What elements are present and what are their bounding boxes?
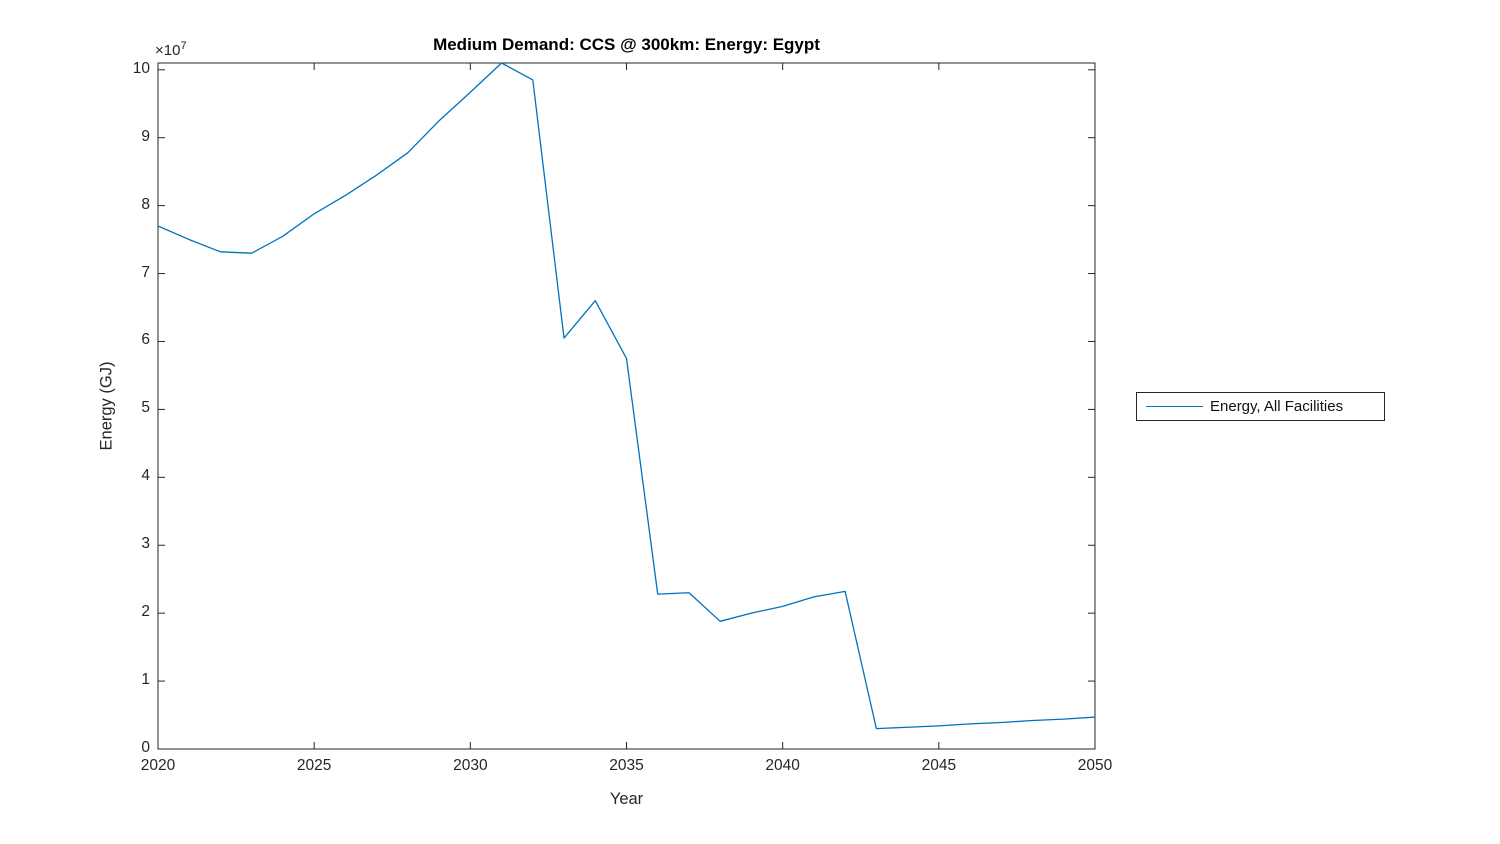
x-tick-label: 2045 [921,757,957,774]
y-tick-label: 0 [141,739,150,756]
chart-title: Medium Demand: CCS @ 300km: Energy: Egyp… [433,35,820,54]
y-tick-label: 9 [141,127,150,145]
y-tick-label: 4 [141,467,150,485]
x-tick-label: 2040 [765,757,800,774]
series-line [157,62,1096,730]
x-tick-label: 2030 [453,757,488,774]
x-tick-label: 2025 [296,757,332,774]
y-tick-label: 6 [141,331,150,349]
legend-label: Energy, All Facilities [1210,398,1344,415]
y-tick-label: 10 [132,59,150,77]
x-tick-label: 2050 [1077,757,1113,774]
x-tick-label: 2035 [609,757,644,774]
y-tick-label: 1 [141,671,150,689]
y-tick-label: 7 [141,263,150,281]
y-tick-label: 2 [141,603,150,621]
legend-line-sample-icon [1146,406,1203,407]
y-exponent-base: ×10 [155,42,181,59]
y-tick-label: 8 [141,195,150,213]
y-tick-label: 3 [141,535,150,553]
legend: Energy, All Facilities [1136,392,1385,421]
x-axis-label: Year [609,790,644,808]
y-exponent-power: 7 [180,40,187,52]
axes-frame [157,62,1096,750]
y-axis-exponent: ×107 [155,40,187,59]
x-tick-label: 2020 [140,757,176,774]
y-tick-label: 5 [141,399,150,417]
